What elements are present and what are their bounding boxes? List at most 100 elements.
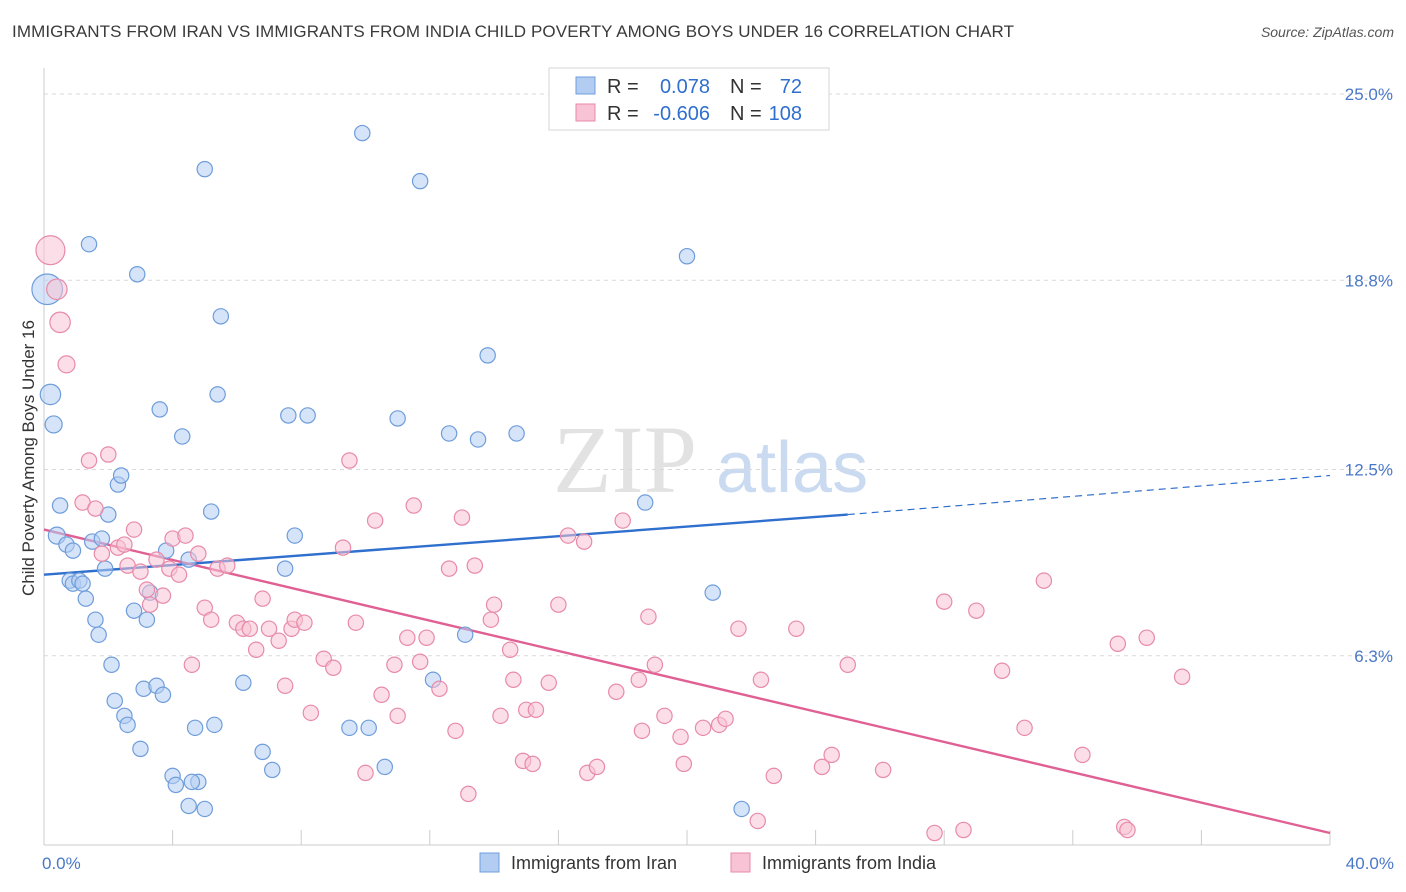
india-point-86 [717, 710, 734, 728]
india-point-8 [100, 446, 117, 463]
bottom-legend-india-swatch [730, 852, 751, 873]
india-point-67 [524, 755, 541, 773]
iran-point-29 [138, 611, 156, 628]
iran-point-68 [180, 797, 197, 815]
india-point-91 [788, 620, 805, 637]
india-point-42 [334, 539, 352, 556]
india-point-75 [608, 683, 625, 701]
india-point-41 [325, 659, 342, 677]
india-point-56 [447, 722, 464, 740]
india-point-27 [219, 557, 236, 574]
india-point-79 [640, 608, 657, 625]
india-point-98 [955, 821, 972, 839]
watermark-atlas: atlas [716, 428, 868, 508]
india-point-63 [501, 641, 519, 658]
india-point-20 [170, 566, 188, 583]
india-point-82 [672, 728, 689, 746]
iran-point-50 [280, 407, 297, 424]
iran-point-25 [125, 602, 143, 619]
iran-point-62 [469, 431, 487, 448]
india-point-88 [749, 812, 766, 830]
iran-point-55 [360, 719, 377, 737]
india-trend-line [43, 528, 1331, 835]
bottom-legend: Immigrants from Iran Immigrants from Ind… [479, 852, 937, 873]
iran-point-57 [389, 410, 406, 427]
legend-india-n-value: 108 [769, 103, 802, 125]
india-point-54 [431, 680, 448, 698]
india-point-15 [141, 596, 159, 613]
iran-point-70 [733, 800, 750, 818]
iran-trend-line-extension [847, 474, 1331, 516]
y-tick-label-0: 6.3% [1354, 647, 1393, 666]
iran-point-56 [376, 758, 394, 776]
india-point-64 [505, 671, 522, 689]
india-point-47 [373, 686, 390, 704]
india-point-39 [302, 704, 320, 722]
x-tick-min: 0.0% [42, 854, 81, 873]
iran-point-26 [128, 266, 146, 283]
legend-iran-n-label: N = [730, 76, 762, 98]
iran-point-47 [254, 743, 271, 761]
iran-point-37 [173, 428, 191, 445]
iran-point-44 [209, 386, 226, 403]
india-point-48 [386, 656, 403, 674]
bottom-legend-iran-swatch [479, 852, 500, 873]
india-point-92 [813, 758, 831, 776]
india-point-77 [630, 671, 648, 689]
india-point-13 [132, 563, 149, 580]
india-point-62 [492, 707, 509, 725]
iran-point-1 [39, 383, 62, 406]
india-point-34 [270, 632, 287, 649]
india-point-50 [399, 629, 416, 646]
iran-point-22 [112, 467, 130, 484]
india-point-93 [823, 746, 840, 764]
iran-point-53 [341, 719, 358, 737]
iran-point-32 [151, 401, 168, 418]
india-point-22 [183, 656, 201, 674]
india-point-7 [93, 545, 111, 562]
y-tick-label-1: 12.5% [1345, 461, 1393, 480]
iran-point-54 [354, 124, 371, 142]
india-point-38 [296, 614, 313, 631]
india-point-68 [527, 701, 545, 719]
iran-point-24 [119, 716, 136, 734]
india-point-95 [874, 761, 892, 779]
iran-point-4 [51, 497, 69, 514]
iran-point-27 [132, 740, 149, 758]
chart-title: IMMIGRANTS FROM IRAN VS IMMIGRANTS FROM … [12, 22, 1015, 41]
india-point-55 [440, 560, 458, 577]
india-point-96 [926, 824, 943, 842]
iran-point-17 [96, 560, 114, 577]
legend-iran-swatch [575, 76, 596, 95]
iran-point-64 [508, 425, 525, 442]
iran-point-61 [456, 626, 474, 643]
x-tick-max: 40.0% [1346, 854, 1394, 873]
india-point-49 [389, 707, 406, 725]
india-point-17 [154, 587, 172, 604]
iran-point-12 [80, 235, 98, 253]
iran-trend-line [43, 513, 848, 576]
iran-point-66 [678, 247, 696, 265]
india-point-43 [341, 452, 358, 469]
india-point-31 [247, 641, 265, 658]
india-point-5 [80, 452, 98, 469]
india-point-44 [347, 614, 365, 631]
india-point-53 [418, 629, 435, 646]
india-point-57 [453, 509, 471, 526]
india-point-80 [646, 656, 664, 674]
legend-india-r-value: -0.606 [653, 103, 710, 125]
iran-point-52 [299, 407, 316, 424]
y-tick-label-2: 18.8% [1345, 271, 1393, 290]
india-point-69 [540, 674, 558, 692]
india-point-78 [633, 722, 651, 740]
india-point-104 [1109, 635, 1127, 652]
legend-iran-r-value: 0.078 [660, 76, 710, 98]
iran-point-69 [196, 800, 214, 818]
india-point-74 [588, 758, 606, 776]
iran-point-45 [212, 308, 230, 325]
india-point-6 [87, 500, 104, 517]
india-point-12 [125, 521, 143, 538]
bottom-legend-iran-label: Immigrants from Iran [511, 853, 677, 873]
india-point-59 [466, 557, 484, 574]
india-point-45 [357, 764, 374, 782]
